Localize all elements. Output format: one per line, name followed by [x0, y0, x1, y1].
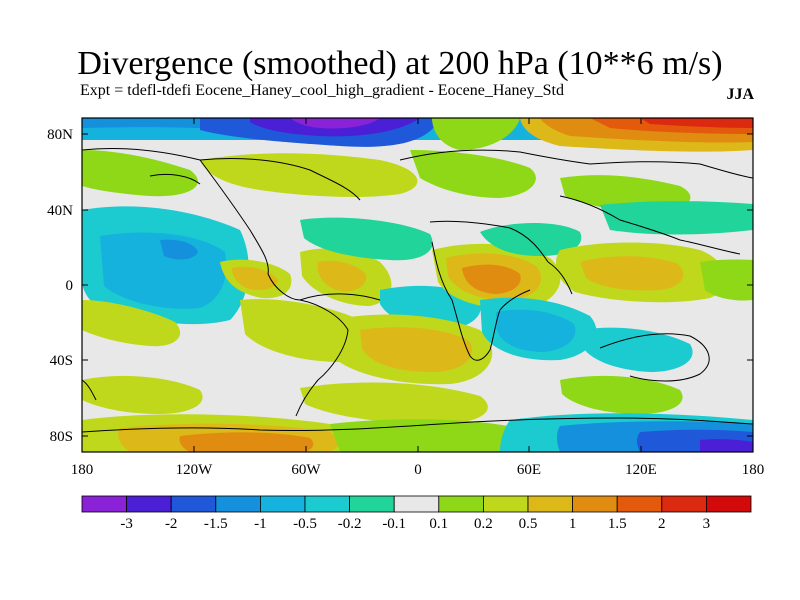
coastlines: [82, 147, 753, 433]
colorbar-label: 1.5: [608, 516, 627, 532]
colorbar-swatch: [259, 495, 306, 513]
colorbar-label: 3: [703, 516, 711, 532]
colorbar-label: -1: [254, 516, 267, 532]
colorbar-label: -3: [120, 516, 133, 532]
lon-label-180e: 180: [742, 462, 765, 478]
colorbar-swatch: [572, 495, 618, 513]
colorbar-swatch: [438, 495, 484, 513]
divergence-field: [82, 118, 753, 452]
colorbar-swatch: [616, 495, 663, 513]
colorbar-label: 0.2: [474, 516, 493, 532]
colorbar-swatch: [126, 495, 172, 513]
colorbar-label: -2: [165, 516, 178, 532]
colorbar-label: -0.5: [293, 516, 317, 532]
lat-label-equator: 0: [66, 278, 74, 294]
nh-green-1: [82, 150, 198, 197]
latitude-axis: 80N 40N 0 40S 80S: [47, 127, 753, 445]
arctic-purple: [290, 118, 380, 129]
colorbar-label: -0.1: [382, 516, 406, 532]
lat-label-80n: 80N: [47, 127, 73, 143]
lon-label-60e: 60E: [517, 462, 541, 478]
colorbar-label: 2: [658, 516, 666, 532]
season-label: JJA: [726, 86, 754, 103]
longitude-axis: 180 120W 60W 0 60E 120E 180: [71, 118, 765, 478]
colorbar-swatch: [527, 495, 573, 513]
colorbar: -3 -2 -1.5 -1 -0.5 -0.2 -0.1 0.1 0.2 0.5 1 1.5 2 3: [81, 495, 752, 532]
colorbar-label: 1: [569, 516, 577, 532]
colorbar-label: -0.2: [338, 516, 362, 532]
colorbar-swatch: [81, 495, 127, 513]
lon-label-180w: 180: [71, 462, 94, 478]
colorbar-swatch: [349, 495, 395, 513]
colorbar-swatch: [661, 495, 707, 513]
colorbar-swatch: [215, 495, 261, 513]
lat-label-40s: 40S: [50, 353, 73, 369]
experiment-subtitle: Expt = tdefl-tdefi Eocene_Haney_cool_hig…: [80, 82, 564, 99]
colorbar-swatch: [170, 495, 217, 513]
colorbar-label: -1.5: [204, 516, 228, 532]
colorbar-label: 0.5: [519, 516, 538, 532]
colorbar-swatch: [393, 495, 440, 513]
colorbar-swatch: [482, 495, 529, 513]
lon-label-60w: 60W: [291, 462, 321, 478]
lon-label-120e: 120E: [625, 462, 657, 478]
colorbar-label: 0.1: [429, 516, 448, 532]
lat-label-80s: 80S: [50, 429, 73, 445]
lon-label-0: 0: [414, 462, 422, 478]
colorbar-swatch: [304, 495, 350, 513]
lat-label-40n: 40N: [47, 203, 73, 219]
colorbar-swatch: [706, 495, 752, 513]
map-title: Divergence (smoothed) at 200 hPa (10**6 …: [77, 45, 723, 82]
lon-label-120w: 120W: [176, 462, 214, 478]
